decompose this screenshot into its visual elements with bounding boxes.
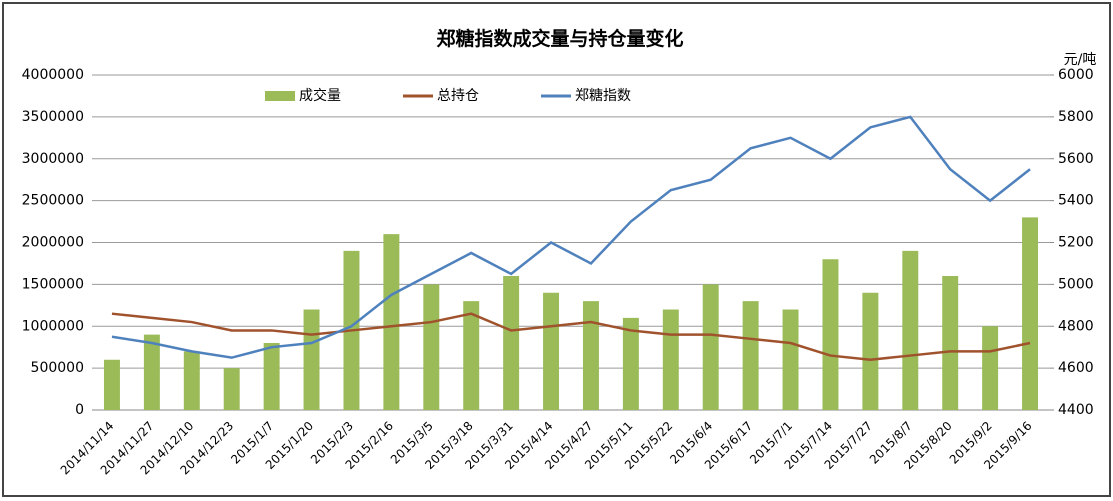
series-line (111, 312, 1031, 362)
volume-bar (622, 317, 639, 410)
chart-title: 郑糖指数成交量与持仓量变化 (436, 27, 683, 50)
volume-bar (742, 301, 759, 410)
y-tick-label: 3000000 (22, 151, 84, 167)
y2-tick-label: 5800 (1058, 109, 1094, 125)
y-tick-label: 2000000 (22, 235, 84, 251)
y2-tick-label: 5400 (1058, 193, 1094, 209)
legend-label: 总持仓 (437, 88, 479, 104)
y-tick-label: 4000000 (22, 67, 84, 83)
y-tick-label: 500000 (31, 360, 84, 376)
y-tick-label: 3500000 (22, 109, 84, 125)
y-tick-label: 0 (75, 402, 84, 418)
legend-swatch (265, 91, 295, 101)
y2-tick-label: 4600 (1058, 360, 1094, 376)
legend-label: 郑糖指数 (575, 88, 631, 104)
volume-bar (263, 343, 280, 410)
volume-bar (702, 284, 719, 410)
y2-tick-label: 4800 (1058, 318, 1094, 334)
volume-bar (782, 309, 799, 410)
y-tick-label: 2500000 (22, 193, 84, 209)
volume-bar (383, 234, 400, 410)
y2-tick-label: 6000 (1058, 67, 1094, 83)
y2-tick-label: 5000 (1058, 276, 1094, 292)
volume-bar (503, 276, 520, 410)
volume-bar (1022, 217, 1039, 410)
volume-bar (423, 284, 440, 410)
volume-bar (143, 334, 160, 410)
volume-bar (183, 351, 200, 410)
volume-bar (223, 368, 240, 410)
y-tick-label: 1500000 (22, 276, 84, 292)
volume-bar (543, 292, 560, 410)
y2-tick-label: 4400 (1058, 402, 1094, 418)
y2-tick-label: 5200 (1058, 235, 1094, 251)
volume-bar (902, 250, 919, 410)
y2-tick-label: 5600 (1058, 151, 1094, 167)
volume-bar (822, 259, 839, 410)
series-line (111, 115, 1031, 359)
y-tick-label: 1000000 (22, 318, 84, 334)
volume-bar (662, 309, 679, 410)
volume-bar (582, 301, 599, 410)
volume-bar (303, 309, 320, 410)
volume-bar (982, 326, 999, 410)
volume-bar (942, 276, 959, 410)
y2-axis-label: 元/吨 (1064, 52, 1097, 68)
legend-label: 成交量 (299, 87, 341, 104)
volume-bar (463, 301, 480, 410)
volume-bar (103, 359, 120, 410)
volume-bar (862, 292, 879, 410)
